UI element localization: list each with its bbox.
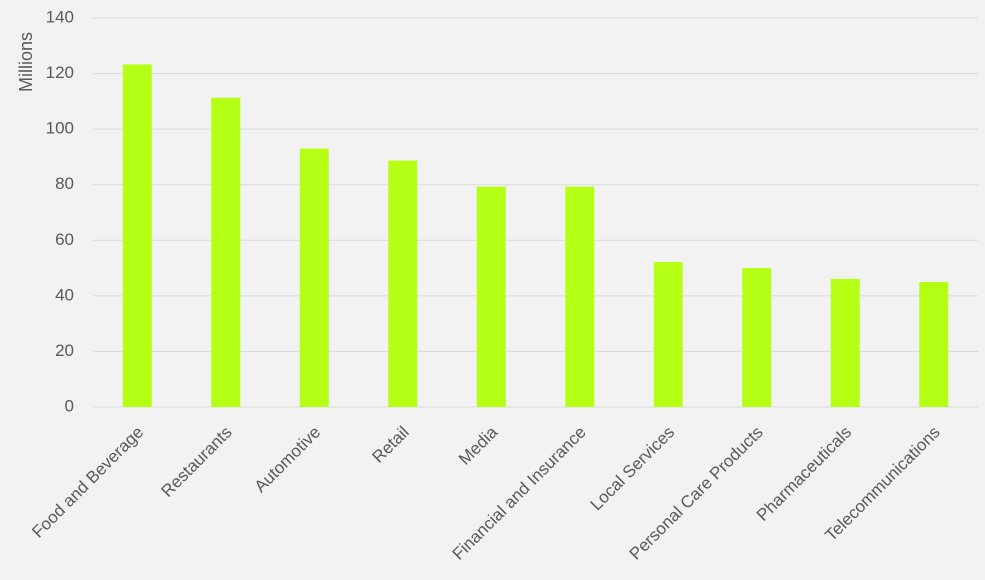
bar: [388, 160, 418, 407]
x-category-label: Local Services: [587, 423, 679, 515]
bar: [211, 97, 241, 408]
y-axis-title: Millions: [16, 32, 36, 92]
x-category-label: Retail: [369, 423, 413, 467]
x-category-label: Automotive: [251, 423, 325, 497]
y-tick-label: 60: [55, 230, 74, 249]
y-tick-label: 20: [55, 341, 74, 360]
bars: [122, 64, 949, 408]
y-axis-ticks: 0 20 40 60 80 100 120 140: [46, 7, 74, 415]
bar: [919, 281, 949, 407]
x-axis-labels: Food and Beverage Restaurants Automotive Re…: [28, 422, 944, 563]
x-category-label: Food and Beverage: [28, 423, 147, 542]
y-tick-label: 80: [55, 174, 74, 193]
y-tick-label: 120: [46, 63, 74, 82]
bar: [565, 186, 595, 407]
y-tick-label: 140: [46, 7, 74, 26]
bar: [122, 64, 152, 407]
x-category-label: Restaurants: [157, 423, 235, 501]
gridlines: [93, 17, 978, 408]
bar: [299, 148, 329, 408]
bar: [476, 186, 506, 407]
y-tick-label: 40: [55, 285, 74, 304]
bar: [653, 261, 683, 407]
x-category-label: Pharmaceuticals: [753, 423, 855, 525]
y-tick-label: 0: [65, 396, 74, 415]
bar: [830, 278, 860, 407]
y-tick-label: 100: [46, 119, 74, 138]
bar: [742, 268, 772, 407]
x-category-label: Media: [455, 422, 502, 469]
